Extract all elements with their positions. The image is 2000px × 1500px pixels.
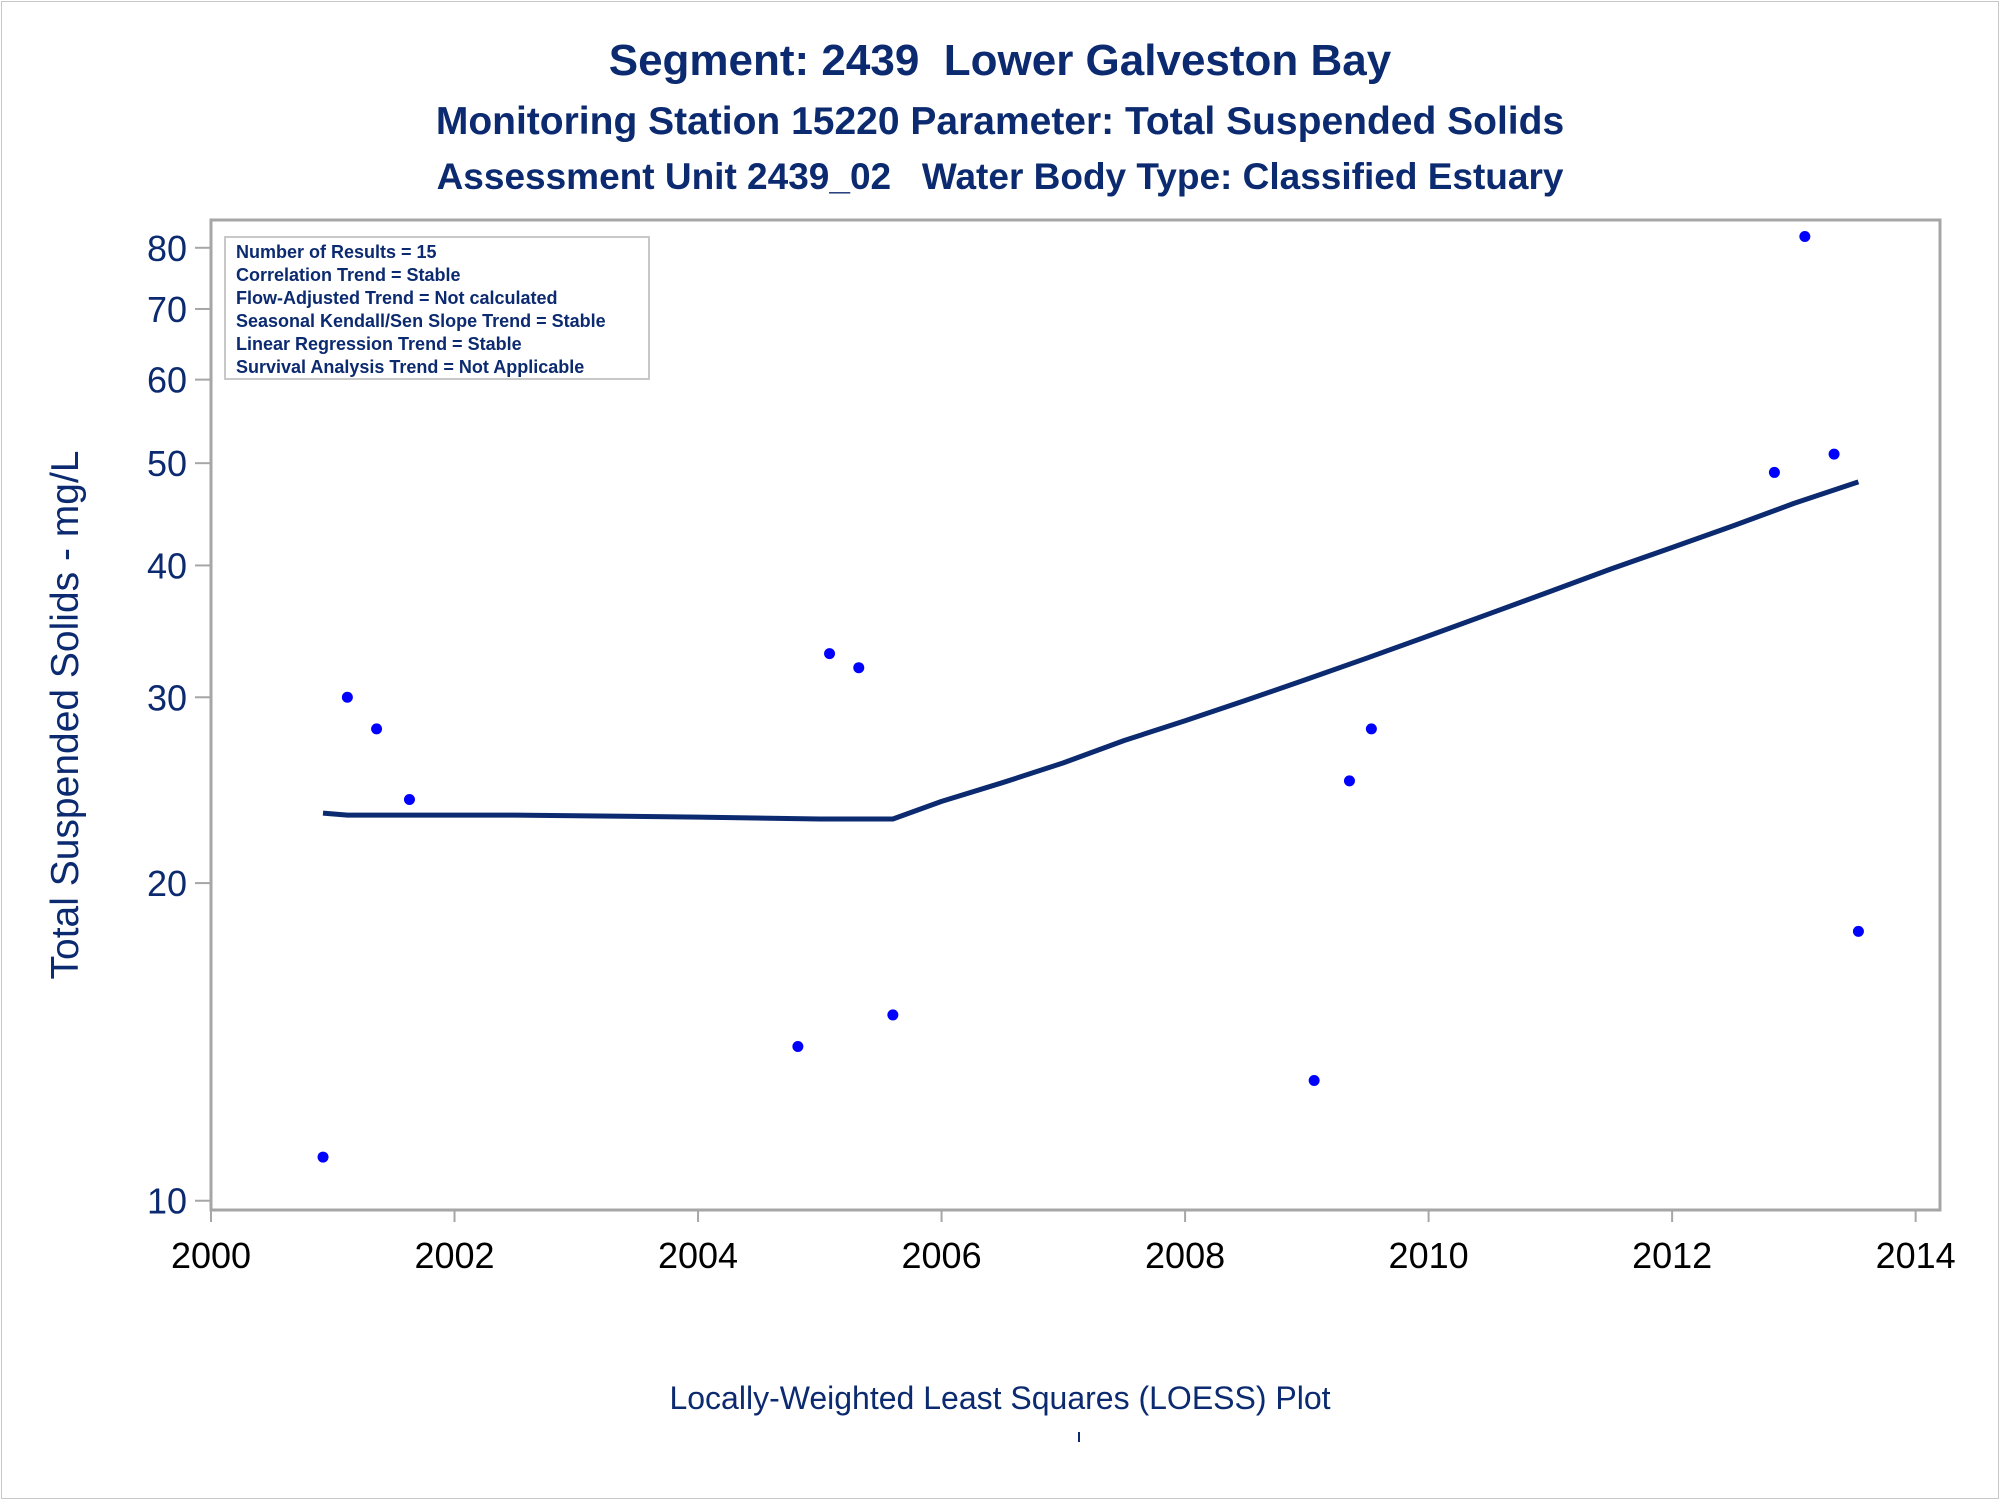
loess-line: [322, 479, 1860, 822]
data-point: [1852, 925, 1864, 937]
x-tick-label: 2004: [658, 1235, 738, 1276]
y-tick-label: 20: [147, 863, 187, 904]
chart-title: Segment: 2439 Lower Galveston Bay: [608, 36, 1392, 85]
y-tick-label: 10: [147, 1181, 187, 1222]
stats-line-correlation: Correlation Trend = Stable: [236, 265, 461, 285]
data-point: [1308, 1075, 1320, 1087]
stats-line-seasonal-kendall: Seasonal Kendall/Sen Slope Trend = Stabl…: [236, 311, 606, 331]
x-tick-label: 2006: [902, 1235, 982, 1276]
stats-line-survival: Survival Analysis Trend = Not Applicable: [236, 357, 585, 377]
chart-subtitle-2: Assessment Unit 2439_02 Water Body Type:…: [436, 156, 1564, 197]
stats-line-linear-regression: Linear Regression Trend = Stable: [236, 334, 522, 354]
data-point: [1768, 466, 1780, 478]
x-tick-label: 2012: [1632, 1235, 1712, 1276]
data-point: [1365, 723, 1377, 735]
stats-line-flow-adjusted: Flow-Adjusted Trend = Not calculated: [236, 288, 558, 308]
y-tick-label: 70: [147, 289, 187, 330]
footnote: Locally-Weighted Least Squares (LOESS) P…: [669, 1380, 1331, 1416]
x-tick-label: 2008: [1145, 1235, 1225, 1276]
data-point: [853, 662, 865, 674]
x-tick-label: 2000: [171, 1235, 251, 1276]
y-tick-label: 40: [147, 545, 187, 586]
data-point: [1799, 230, 1811, 242]
data-point: [824, 648, 836, 660]
y-axis-label: Total Suspended Solids - mg/L: [44, 451, 87, 980]
x-tick-label: 2010: [1389, 1235, 1469, 1276]
stats-line-results: Number of Results = 15: [236, 242, 437, 262]
data-point: [1828, 448, 1840, 460]
data-point: [371, 723, 383, 735]
y-tick-label: 60: [147, 360, 187, 401]
data-point: [887, 1009, 899, 1021]
data-point: [1343, 775, 1355, 787]
x-tick-label: 2014: [1876, 1235, 1956, 1276]
chart-subtitle: Monitoring Station 15220 Parameter: Tota…: [435, 100, 1565, 143]
data-point: [341, 691, 353, 703]
y-tick-label: 50: [147, 443, 187, 484]
data-point: [792, 1041, 804, 1053]
plot-area: [209, 218, 1942, 1212]
data-point: [317, 1151, 329, 1163]
x-tick-label: 2002: [414, 1235, 494, 1276]
trend-stats-box: Number of Results = 15 Correlation Trend…: [224, 236, 650, 380]
footnote-mark: [1078, 1432, 1080, 1442]
y-tick-label: 30: [147, 677, 187, 718]
y-tick-label: 80: [147, 228, 187, 269]
data-point: [403, 794, 415, 806]
